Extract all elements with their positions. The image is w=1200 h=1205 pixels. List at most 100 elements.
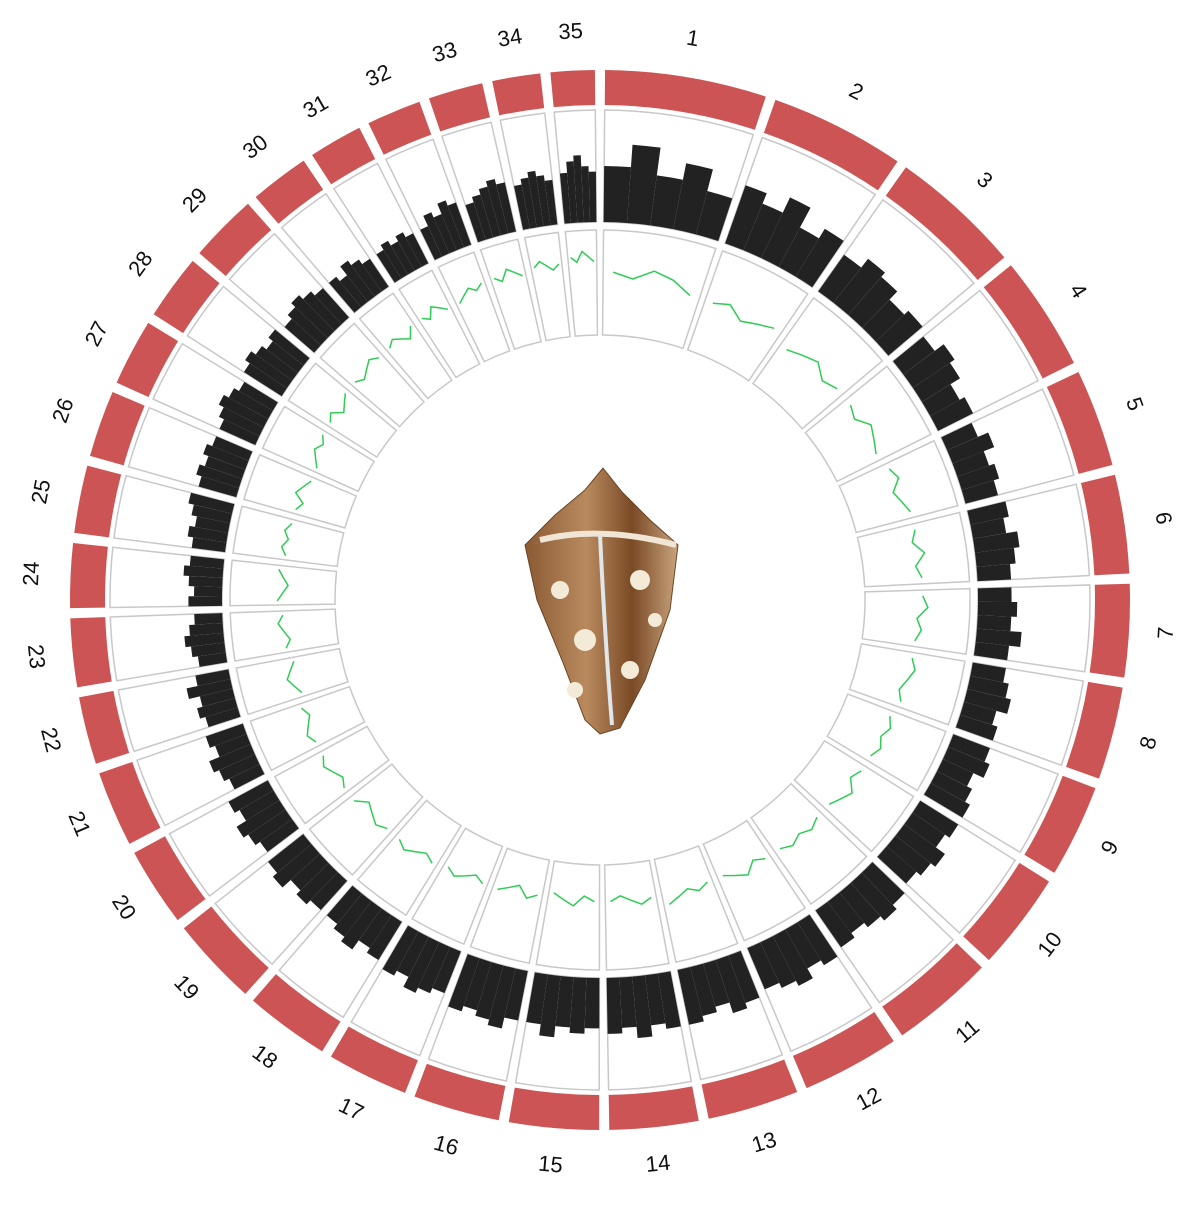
density-bar bbox=[218, 407, 264, 437]
chromosome-label: 11 bbox=[950, 1014, 984, 1048]
density-bar bbox=[728, 950, 760, 1003]
density-bar bbox=[815, 901, 855, 948]
gc-line bbox=[459, 282, 482, 304]
density-bar bbox=[351, 259, 382, 297]
track-frame bbox=[228, 232, 350, 354]
density-bar bbox=[333, 893, 372, 937]
density-bar bbox=[191, 642, 226, 658]
density-bar bbox=[478, 186, 501, 238]
density-bar bbox=[761, 197, 811, 267]
gc-line bbox=[786, 348, 838, 390]
density-bar bbox=[619, 976, 637, 1028]
gc-line bbox=[911, 529, 926, 579]
track-frame bbox=[109, 546, 226, 609]
density-bar bbox=[366, 915, 402, 961]
density-bar bbox=[588, 171, 597, 223]
chromosome-label: 7 bbox=[1153, 626, 1179, 640]
density-bar bbox=[957, 463, 1000, 491]
density-bar bbox=[527, 170, 544, 228]
track-frame bbox=[214, 833, 349, 966]
chromosome-label: 34 bbox=[496, 23, 524, 52]
density-bar bbox=[573, 155, 584, 223]
density-bar bbox=[904, 812, 945, 848]
gc-line bbox=[294, 480, 312, 511]
track-frame bbox=[751, 296, 884, 430]
density-bar bbox=[194, 613, 223, 625]
density-bar bbox=[975, 628, 1022, 648]
density-bar bbox=[715, 955, 748, 1014]
gc-line bbox=[570, 250, 595, 264]
density-bar bbox=[362, 258, 389, 292]
chromosome-label: 21 bbox=[63, 807, 96, 839]
density-bar bbox=[977, 587, 1012, 602]
track-frame bbox=[235, 647, 349, 716]
density-bar bbox=[967, 675, 1009, 699]
track-frame bbox=[750, 782, 868, 906]
density-bar bbox=[184, 632, 225, 648]
density-bar bbox=[496, 182, 516, 234]
density-bar bbox=[194, 516, 230, 533]
chromosome bbox=[885, 167, 1005, 281]
density-bar bbox=[382, 925, 419, 976]
track-frame bbox=[273, 725, 390, 825]
gc-line bbox=[533, 260, 560, 272]
track-frame bbox=[523, 231, 571, 342]
density-bar bbox=[432, 946, 461, 994]
density-bar bbox=[725, 185, 767, 251]
density-bar bbox=[475, 962, 504, 1020]
density-bar bbox=[183, 565, 224, 578]
density-bar bbox=[326, 885, 362, 925]
density-bar bbox=[972, 531, 1020, 553]
density-bar bbox=[423, 212, 450, 257]
density-bar bbox=[952, 451, 990, 477]
chromosome bbox=[1089, 583, 1130, 678]
density-bar bbox=[417, 942, 451, 994]
density-bar bbox=[942, 746, 990, 778]
density-bar bbox=[912, 362, 961, 402]
density-bar bbox=[395, 232, 422, 271]
density-bar bbox=[405, 233, 429, 267]
chromosome-label: 1 bbox=[685, 25, 701, 52]
chromosome-label: 8 bbox=[1134, 734, 1161, 752]
track-frame bbox=[278, 884, 403, 1019]
track-frame bbox=[535, 860, 601, 971]
density-bar bbox=[198, 476, 240, 498]
density-bar bbox=[760, 936, 797, 988]
chromosome-label: 9 bbox=[1096, 836, 1124, 858]
density-bar bbox=[848, 276, 898, 328]
density-bar bbox=[188, 596, 223, 607]
chromosome-label: 13 bbox=[749, 1127, 780, 1158]
chromosome-label: 19 bbox=[169, 970, 204, 1005]
density-bar bbox=[581, 166, 591, 223]
density-bar bbox=[310, 872, 348, 911]
chromosome bbox=[608, 1086, 699, 1130]
density-bar bbox=[976, 563, 1012, 582]
density-bar bbox=[513, 184, 530, 230]
gc-line bbox=[329, 393, 347, 423]
chromosome-label: 17 bbox=[335, 1092, 368, 1125]
density-bar bbox=[850, 872, 897, 921]
density-bar bbox=[536, 175, 551, 227]
density-bar bbox=[228, 388, 273, 420]
chromosome-label: 18 bbox=[248, 1039, 283, 1074]
density-bar bbox=[520, 177, 537, 229]
density-bar bbox=[645, 973, 666, 1026]
track-frame bbox=[826, 693, 947, 792]
density-bar bbox=[961, 480, 999, 504]
density-bar bbox=[471, 194, 494, 240]
density-bar bbox=[195, 669, 231, 687]
chromosome-label: 27 bbox=[80, 317, 114, 350]
chromosome bbox=[508, 1087, 600, 1130]
density-bar bbox=[194, 586, 223, 597]
chromosome bbox=[368, 101, 432, 155]
chromosome bbox=[252, 974, 341, 1052]
density-bar bbox=[447, 202, 472, 248]
track-frame bbox=[287, 362, 398, 459]
density-bar bbox=[219, 754, 260, 782]
density-bar bbox=[245, 351, 293, 389]
track-frame bbox=[954, 661, 1085, 767]
density-bar bbox=[191, 537, 227, 553]
chromosome-label: 26 bbox=[47, 395, 79, 426]
chromosome bbox=[550, 70, 596, 108]
